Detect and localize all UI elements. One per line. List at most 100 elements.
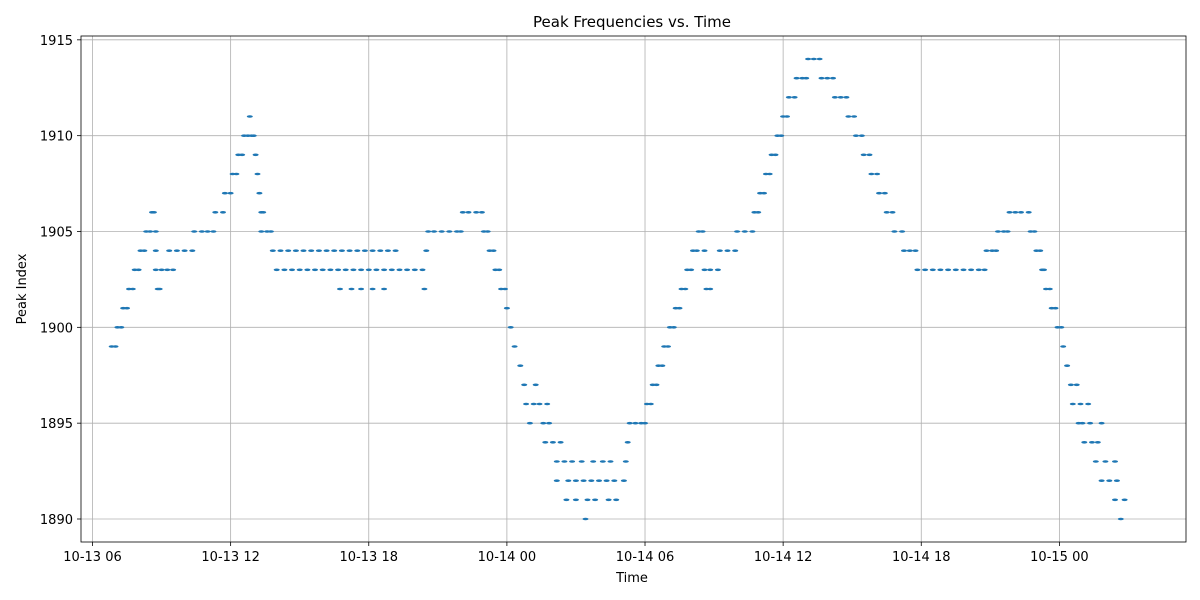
data-point	[843, 96, 850, 99]
data-point	[281, 268, 288, 272]
data-point	[1113, 479, 1120, 483]
data-point	[1094, 441, 1101, 444]
data-point	[912, 249, 919, 252]
data-point	[563, 498, 570, 502]
data-point	[198, 230, 205, 233]
data-point	[553, 479, 560, 483]
x-tick-label: 10-14 06	[616, 550, 674, 565]
data-point	[496, 268, 503, 272]
data-point	[881, 191, 888, 195]
data-point	[239, 153, 246, 157]
data-point	[914, 268, 921, 272]
data-point	[421, 287, 428, 291]
data-point	[304, 268, 311, 272]
data-point	[273, 268, 280, 272]
data-point	[1012, 211, 1019, 214]
data-point	[327, 268, 334, 272]
data-point	[156, 287, 163, 291]
y-tick-label: 1905	[40, 226, 73, 241]
data-point	[358, 268, 365, 272]
data-point	[1046, 287, 1053, 291]
data-point	[665, 345, 671, 348]
data-point	[868, 172, 875, 176]
data-point	[540, 421, 547, 425]
data-point	[569, 460, 576, 463]
data-point	[891, 230, 898, 233]
data-point	[772, 153, 779, 157]
data-point	[1079, 421, 1086, 425]
data-point	[381, 287, 388, 291]
data-point	[647, 402, 654, 406]
grid-lines	[81, 36, 1186, 542]
data-point	[319, 268, 326, 272]
data-point	[446, 230, 453, 233]
data-point	[960, 268, 967, 272]
data-point	[170, 268, 177, 272]
data-point	[818, 76, 825, 80]
data-point	[210, 230, 217, 233]
data-point	[118, 326, 125, 329]
data-point	[258, 230, 265, 233]
data-point	[1025, 211, 1032, 214]
data-point	[221, 191, 228, 195]
data-point	[164, 268, 171, 272]
data-point	[901, 249, 907, 252]
data-point	[572, 479, 579, 483]
data-point	[584, 498, 591, 502]
data-point	[438, 230, 445, 233]
data-point	[611, 479, 618, 483]
data-point	[233, 172, 240, 176]
data-point	[292, 249, 299, 252]
data-point	[1089, 441, 1095, 444]
data-point	[1112, 460, 1118, 463]
data-point	[791, 96, 798, 99]
y-tick-label: 1915	[40, 34, 73, 49]
data-point	[1058, 326, 1065, 329]
data-point	[181, 249, 188, 252]
data-point	[411, 268, 418, 272]
data-point	[473, 211, 480, 214]
data-point	[373, 268, 380, 272]
y-tick-label: 1890	[40, 513, 73, 528]
data-point	[147, 230, 154, 233]
data-point	[289, 268, 295, 272]
x-tick-label: 10-13 12	[201, 550, 259, 565]
data-point	[899, 230, 906, 233]
data-point	[342, 268, 349, 272]
data-point	[335, 268, 342, 272]
data-point	[1087, 421, 1094, 425]
data-point	[632, 421, 639, 425]
data-point	[530, 402, 537, 406]
data-point	[369, 287, 376, 291]
data-point	[975, 268, 982, 272]
data-point	[642, 421, 648, 425]
data-point	[572, 498, 579, 502]
data-point	[358, 287, 365, 291]
data-point	[350, 268, 357, 272]
data-point	[392, 249, 399, 252]
data-point	[874, 172, 881, 176]
data-point	[141, 249, 148, 252]
data-point	[557, 441, 564, 444]
data-point	[626, 421, 633, 425]
data-point	[707, 287, 714, 291]
data-point	[1092, 460, 1099, 463]
data-point	[1098, 421, 1105, 425]
data-point	[830, 76, 836, 80]
data-point	[858, 134, 865, 137]
data-point	[716, 249, 723, 252]
data-point	[588, 479, 595, 483]
data-point	[1018, 211, 1024, 214]
plot-frame	[80, 35, 1187, 543]
data-point	[582, 517, 589, 521]
data-point	[607, 460, 614, 463]
data-point	[191, 230, 198, 233]
data-point	[599, 460, 606, 463]
data-point	[124, 306, 130, 310]
data-point	[252, 153, 259, 157]
data-point	[824, 76, 831, 80]
data-point	[883, 211, 890, 214]
data-point	[260, 211, 267, 214]
data-point	[1067, 383, 1074, 387]
data-point	[860, 153, 867, 157]
